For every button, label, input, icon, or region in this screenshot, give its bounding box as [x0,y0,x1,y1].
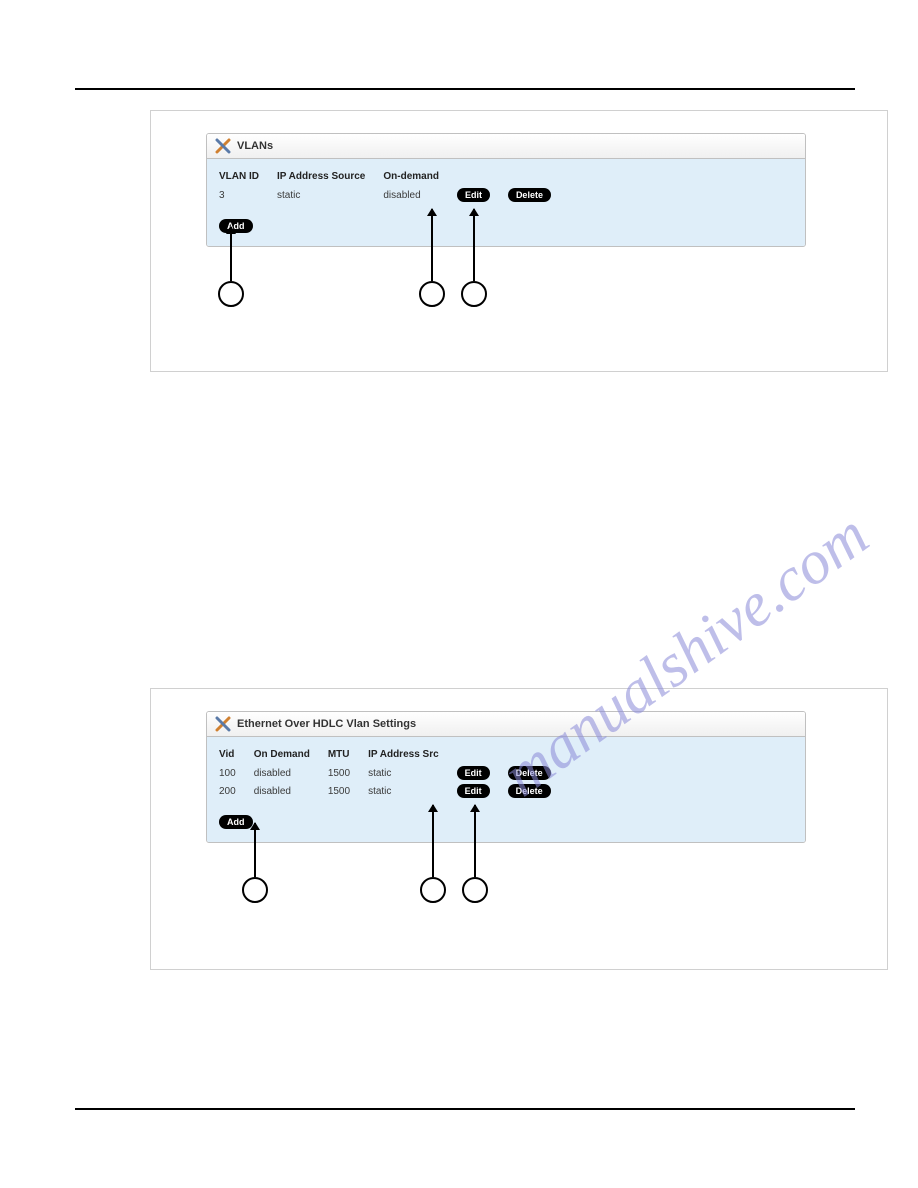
col-ondemand: On-demand [383,169,457,186]
col-mtu: MTU [328,747,368,764]
figure-vlans: VLANs VLAN ID IP Address Source On-deman… [150,110,888,372]
cell-vlan-id: 3 [219,186,277,204]
vlans-panel: VLANs VLAN ID IP Address Source On-deman… [206,133,806,247]
bottom-rule [75,1108,855,1110]
table-row: 200 disabled 1500 static Edit Delete [219,782,569,800]
edit-button[interactable]: Edit [457,784,490,798]
callout-line-add [230,227,232,281]
callout-line-delete [473,209,475,281]
vlans-panel-body: VLAN ID IP Address Source On-demand 3 st… [207,159,805,246]
cell-vid: 200 [219,782,254,800]
hdlc-panel-body: Vid On Demand MTU IP Address Src 100 dis… [207,737,805,842]
edit-button[interactable]: Edit [457,188,490,202]
callout-circle-edit [419,281,445,307]
panel-icon [215,138,231,154]
cell-ip-src: static [368,764,457,782]
cell-vid: 100 [219,764,254,782]
callout-line-edit [431,209,433,281]
callout-circle-add [218,281,244,307]
callout-line-add [254,823,256,877]
cell-mtu: 1500 [328,782,368,800]
callout-line-delete [474,805,476,877]
add-button[interactable]: Add [219,815,253,829]
col-ip-src: IP Address Source [277,169,383,186]
cell-ondemand: disabled [383,186,457,204]
table-row: 3 static disabled Edit Delete [219,186,569,204]
cell-ip-src: static [277,186,383,204]
cell-ondemand: disabled [254,764,328,782]
table-header-row: VLAN ID IP Address Source On-demand [219,169,569,186]
delete-button[interactable]: Delete [508,784,551,798]
edit-button[interactable]: Edit [457,766,490,780]
callout-circle-edit [420,877,446,903]
col-vid: Vid [219,747,254,764]
hdlc-panel-title: Ethernet Over HDLC Vlan Settings [237,718,416,730]
callout-circle-delete [461,281,487,307]
cell-ip-src: static [368,782,457,800]
hdlc-panel-header: Ethernet Over HDLC Vlan Settings [207,712,805,737]
figure-hdlc-vlan: Ethernet Over HDLC Vlan Settings Vid On … [150,688,888,970]
vlans-panel-header: VLANs [207,134,805,159]
vlans-table: VLAN ID IP Address Source On-demand 3 st… [219,169,569,204]
col-ondemand: On Demand [254,747,328,764]
vlans-panel-title: VLANs [237,140,273,152]
col-ip-src: IP Address Src [368,747,457,764]
panel-icon [215,716,231,732]
cell-ondemand: disabled [254,782,328,800]
table-header-row: Vid On Demand MTU IP Address Src [219,747,569,764]
callout-circle-delete [462,877,488,903]
table-row: 100 disabled 1500 static Edit Delete [219,764,569,782]
callout-line-edit [432,805,434,877]
callout-circle-add [242,877,268,903]
top-rule [75,88,855,90]
cell-mtu: 1500 [328,764,368,782]
hdlc-vlan-panel: Ethernet Over HDLC Vlan Settings Vid On … [206,711,806,843]
delete-button[interactable]: Delete [508,766,551,780]
delete-button[interactable]: Delete [508,188,551,202]
col-vlan-id: VLAN ID [219,169,277,186]
hdlc-table: Vid On Demand MTU IP Address Src 100 dis… [219,747,569,800]
